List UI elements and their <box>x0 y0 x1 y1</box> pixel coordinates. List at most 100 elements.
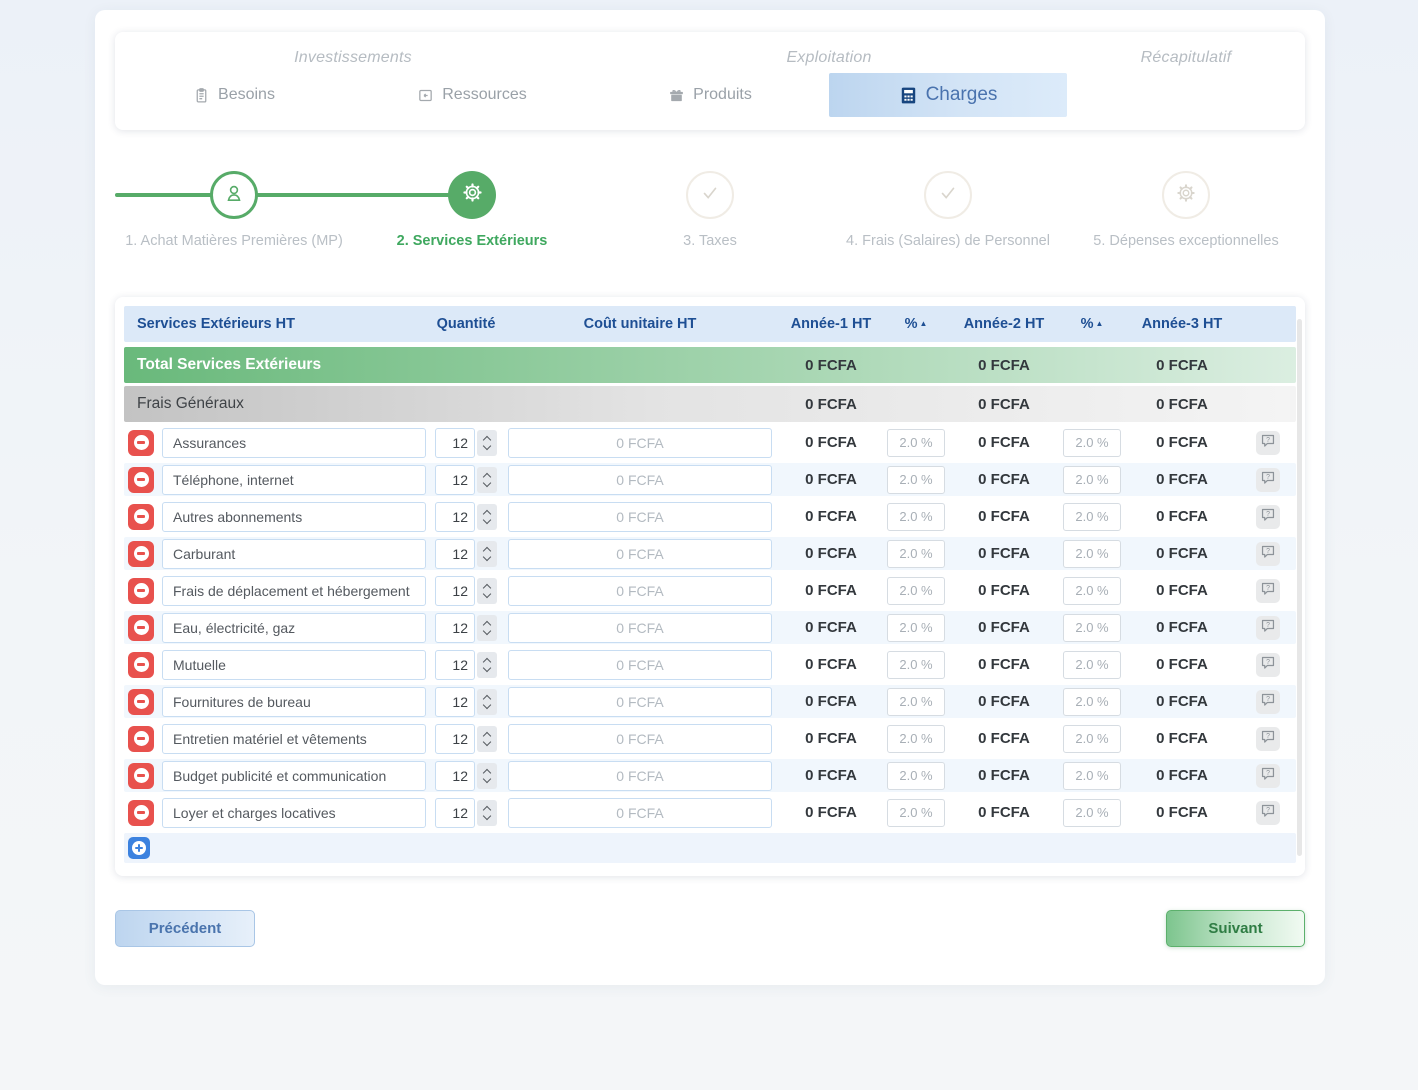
step-circle[interactable] <box>1162 171 1210 219</box>
row-name-input[interactable] <box>162 427 426 458</box>
quantity-input[interactable] <box>435 538 475 569</box>
unit-cost-input[interactable] <box>508 501 772 532</box>
row-name-input[interactable] <box>162 797 426 828</box>
next-button[interactable]: Suivant <box>1166 910 1305 947</box>
tab-charges[interactable]: Charges <box>829 73 1067 117</box>
pct2-input[interactable] <box>1063 761 1121 790</box>
quantity-stepper[interactable] <box>477 651 497 678</box>
pct2-input[interactable] <box>1063 798 1121 827</box>
row-name-input[interactable] <box>162 649 426 680</box>
quantity-input[interactable] <box>435 723 475 754</box>
tab-produits[interactable]: Produits <box>591 73 829 117</box>
pct2-input[interactable] <box>1063 539 1121 568</box>
quantity-input[interactable] <box>435 686 475 717</box>
unit-cost-input[interactable] <box>508 464 772 495</box>
pct1-input[interactable] <box>887 724 945 753</box>
unit-cost-input[interactable] <box>508 427 772 458</box>
remove-row-button[interactable] <box>128 503 154 530</box>
quantity-input[interactable] <box>435 797 475 828</box>
unit-cost-input[interactable] <box>508 760 772 791</box>
step-services-exterieurs[interactable]: 2. Services Extérieurs <box>353 171 591 253</box>
remove-row-button[interactable] <box>128 577 154 604</box>
help-button[interactable]: ? <box>1255 689 1280 714</box>
pct1-input[interactable] <box>887 613 945 642</box>
pct2-input[interactable] <box>1063 687 1121 716</box>
help-button[interactable]: ? <box>1255 763 1280 788</box>
remove-row-button[interactable] <box>128 725 154 752</box>
help-button[interactable]: ? <box>1255 726 1280 751</box>
row-name-input[interactable] <box>162 686 426 717</box>
help-button[interactable]: ? <box>1255 652 1280 677</box>
previous-button[interactable]: Précédent <box>115 910 255 947</box>
quantity-stepper[interactable] <box>477 503 497 530</box>
row-name-input[interactable] <box>162 760 426 791</box>
pct1-input[interactable] <box>887 798 945 827</box>
quantity-input[interactable] <box>435 760 475 791</box>
quantity-stepper[interactable] <box>477 762 497 789</box>
step-taxes[interactable]: 3. Taxes <box>591 171 829 253</box>
help-button[interactable]: ? <box>1255 430 1280 455</box>
quantity-stepper[interactable] <box>477 725 497 752</box>
help-button[interactable]: ? <box>1255 504 1280 529</box>
quantity-stepper[interactable] <box>477 577 497 604</box>
pct2-input[interactable] <box>1063 428 1121 457</box>
pct2-input[interactable] <box>1063 502 1121 531</box>
remove-row-button[interactable] <box>128 762 154 789</box>
quantity-stepper[interactable] <box>477 799 497 826</box>
help-button[interactable]: ? <box>1255 467 1280 492</box>
quantity-input[interactable] <box>435 464 475 495</box>
quantity-stepper[interactable] <box>477 540 497 567</box>
quantity-input[interactable] <box>435 501 475 532</box>
quantity-stepper[interactable] <box>477 429 497 456</box>
pct1-input[interactable] <box>887 761 945 790</box>
row-name-input[interactable] <box>162 612 426 643</box>
pct1-input[interactable] <box>887 465 945 494</box>
pct1-input[interactable] <box>887 687 945 716</box>
header-pct2-sort[interactable]: % ▲ <box>1080 316 1104 332</box>
add-row-button[interactable] <box>128 837 150 859</box>
unit-cost-input[interactable] <box>508 797 772 828</box>
remove-row-button[interactable] <box>128 540 154 567</box>
row-name-input[interactable] <box>162 538 426 569</box>
quantity-stepper[interactable] <box>477 688 497 715</box>
help-button[interactable]: ? <box>1255 800 1280 825</box>
unit-cost-input[interactable] <box>508 612 772 643</box>
pct2-input[interactable] <box>1063 613 1121 642</box>
pct2-input[interactable] <box>1063 650 1121 679</box>
unit-cost-input[interactable] <box>508 538 772 569</box>
tab-besoins[interactable]: Besoins <box>115 73 353 117</box>
unit-cost-input[interactable] <box>508 649 772 680</box>
remove-row-button[interactable] <box>128 614 154 641</box>
quantity-input[interactable] <box>435 427 475 458</box>
header-pct1-sort[interactable]: % ▲ <box>904 316 928 332</box>
row-name-input[interactable] <box>162 723 426 754</box>
quantity-input[interactable] <box>435 649 475 680</box>
quantity-stepper[interactable] <box>477 614 497 641</box>
quantity-input[interactable] <box>435 612 475 643</box>
quantity-input[interactable] <box>435 575 475 606</box>
unit-cost-input[interactable] <box>508 686 772 717</box>
help-button[interactable]: ? <box>1255 615 1280 640</box>
pct1-input[interactable] <box>887 428 945 457</box>
step-circle[interactable] <box>448 171 496 219</box>
unit-cost-input[interactable] <box>508 723 772 754</box>
remove-row-button[interactable] <box>128 688 154 715</box>
remove-row-button[interactable] <box>128 466 154 493</box>
step-circle[interactable] <box>686 171 734 219</box>
pct2-input[interactable] <box>1063 576 1121 605</box>
row-name-input[interactable] <box>162 464 426 495</box>
unit-cost-input[interactable] <box>508 575 772 606</box>
row-name-input[interactable] <box>162 575 426 606</box>
remove-row-button[interactable] <box>128 651 154 678</box>
pct1-input[interactable] <box>887 539 945 568</box>
pct2-input[interactable] <box>1063 724 1121 753</box>
step-frais-personnel[interactable]: 4. Frais (Salaires) de Personnel <box>829 171 1067 253</box>
remove-row-button[interactable] <box>128 429 154 456</box>
tab-ressources[interactable]: Ressources <box>353 73 591 117</box>
step-circle[interactable] <box>924 171 972 219</box>
pct1-input[interactable] <box>887 576 945 605</box>
remove-row-button[interactable] <box>128 799 154 826</box>
pct1-input[interactable] <box>887 650 945 679</box>
row-name-input[interactable] <box>162 501 426 532</box>
help-button[interactable]: ? <box>1255 578 1280 603</box>
